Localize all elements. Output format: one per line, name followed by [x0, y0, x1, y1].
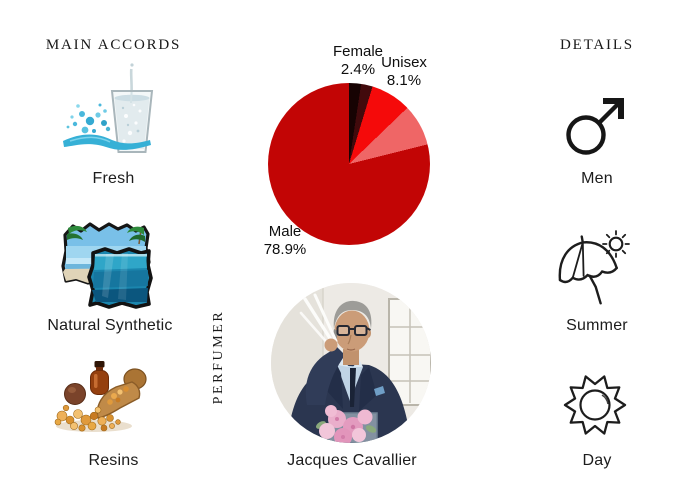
- detail-men: [564, 94, 628, 158]
- pie-label-unisex-name: Unisex: [381, 54, 427, 71]
- pie-label-female: Female 2.4%: [322, 43, 394, 80]
- perfumer-name: Jacques Cavallier: [287, 452, 417, 469]
- pie-label-unisex: Unisex 8.1%: [368, 54, 440, 91]
- umbrella-sun-icon: [558, 230, 630, 305]
- accord-label-natural-synthetic: Natural Synthetic: [47, 317, 173, 334]
- natural-synthetic-image: [56, 220, 156, 310]
- details-header: DETAILS: [560, 37, 634, 53]
- accord-label-fresh: Fresh: [92, 170, 135, 187]
- detail-label-men: Men: [581, 170, 613, 187]
- fresh-water-glass-image: [60, 61, 160, 159]
- detail-summer: [552, 228, 636, 308]
- pie-label-male: Male 78.9%: [249, 223, 321, 260]
- beach-underwater-collage-icon: [61, 222, 153, 309]
- perfumer-portrait-icon: [271, 283, 431, 443]
- detail-label-day: Day: [582, 452, 612, 469]
- water-glass-splash-icon: [63, 63, 154, 153]
- sun-icon: [563, 375, 627, 435]
- gender-pie-chart: [268, 83, 430, 245]
- pie-label-female-value: 2.4%: [340, 61, 376, 79]
- resins-image: [48, 358, 160, 438]
- main-accords-header: MAIN ACCORDS: [45, 37, 182, 53]
- pie-label-female-name: Female: [332, 43, 384, 60]
- male-symbol-icon: [566, 98, 624, 155]
- perfumer-photo: [271, 283, 431, 443]
- amber-resin-scoop-bottle-icon: [54, 361, 147, 432]
- detail-label-summer: Summer: [566, 317, 628, 334]
- pie-label-male-name: Male: [268, 223, 302, 240]
- pie-label-male-value: 78.9%: [263, 241, 307, 259]
- perfumer-heading: PERFUMER: [211, 309, 226, 405]
- accord-label-resins: Resins: [88, 452, 139, 469]
- detail-day: [563, 373, 627, 437]
- pie-label-unisex-value: 8.1%: [386, 72, 422, 90]
